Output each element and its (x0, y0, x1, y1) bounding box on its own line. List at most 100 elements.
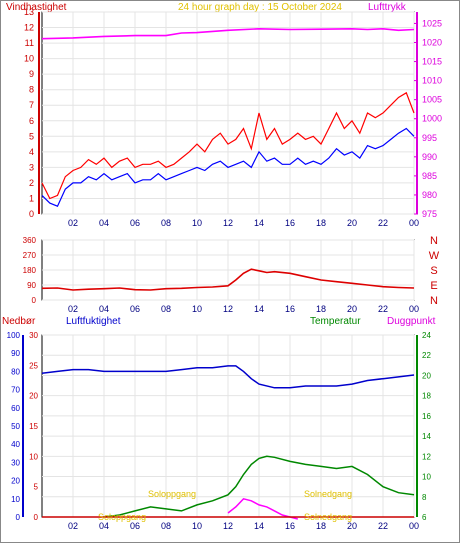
temperature-y-tick: 14 (422, 432, 431, 441)
x-tick-label: 06 (130, 304, 140, 314)
chart-title: 24 hour graph day : 15 October 2024 (178, 2, 342, 13)
pressure-y-tick: 985 (422, 171, 437, 181)
x-tick-label: 04 (99, 521, 109, 531)
rain-y-tick: 80 (11, 367, 20, 376)
pressure-y-tick: 1005 (422, 95, 442, 105)
x-tick-label: 10 (192, 521, 202, 531)
direction-y-tick: 0 (32, 296, 37, 305)
rain-y-tick: 100 (7, 331, 21, 340)
humidity-y-tick: 30 (29, 331, 38, 340)
temperature-y-tick: 20 (422, 371, 431, 380)
humidity-label: Luftfuktighet (66, 316, 121, 327)
compass-label: S (430, 265, 437, 277)
x-tick-label: 00 (409, 521, 419, 531)
x-tick-label: 14 (254, 218, 264, 228)
sunset-annotation-bottom: Solnedgang (304, 512, 352, 522)
humidity-y-tick: 25 (29, 361, 38, 370)
temperature-y-tick: 8 (422, 493, 427, 502)
rain-y-tick: 70 (11, 386, 20, 395)
pressure-y-tick: 980 (422, 190, 437, 200)
dewpoint-line (227, 497, 298, 520)
rain-y-tick: 10 (11, 495, 20, 504)
x-tick-label: 06 (130, 521, 140, 531)
wind-y-tick: 13 (24, 7, 34, 17)
x-tick-label: 20 (347, 218, 357, 228)
rain-y-tick: 50 (11, 422, 20, 431)
compass-label: N (430, 235, 438, 247)
pressure-y-tick: 1010 (422, 76, 442, 86)
pressure-y-tick: 995 (422, 133, 437, 143)
wind-speed-label: Vindhastighet (6, 2, 67, 13)
humidity-y-tick: 15 (29, 422, 38, 431)
temperature-y-tick: 22 (422, 351, 431, 360)
humidity-y-tick: 20 (29, 392, 38, 401)
x-tick-label: 02 (68, 304, 78, 314)
x-tick-label: 14 (254, 521, 264, 531)
x-tick-label: 22 (378, 304, 388, 314)
temperature-y-tick: 12 (422, 452, 431, 461)
x-tick-label: 06 (130, 218, 140, 228)
x-tick-label: 08 (161, 521, 171, 531)
x-tick-label: 02 (68, 521, 78, 531)
rain-y-tick: 90 (11, 349, 20, 358)
x-tick-label: 22 (378, 521, 388, 531)
temperature-line (103, 455, 415, 518)
wind-y-tick: 5 (29, 131, 34, 141)
wind-y-tick: 12 (24, 23, 34, 33)
x-tick-label: 12 (223, 521, 233, 531)
compass-label: N (430, 295, 438, 307)
pressure-y-tick: 1000 (422, 114, 442, 124)
wind-gust-line (41, 91, 415, 200)
pressure-line (41, 27, 415, 40)
x-tick-label: 16 (285, 521, 295, 531)
x-tick-label: 22 (378, 218, 388, 228)
x-tick-label: 02 (68, 218, 78, 228)
humidity-line (41, 365, 415, 389)
compass-label: E (430, 280, 437, 292)
wind-average-line (41, 127, 415, 207)
x-tick-label: 12 (223, 304, 233, 314)
rain-y-tick: 30 (11, 458, 20, 467)
pressure-y-tick: 1020 (422, 37, 442, 47)
wind-y-tick: 1 (29, 193, 34, 203)
sunrise-annotation: Soloppgang (148, 489, 196, 499)
wind-y-tick: 8 (29, 85, 34, 95)
temperature-y-tick: 16 (422, 412, 431, 421)
wind-y-tick: 0 (29, 209, 34, 219)
x-tick-label: 20 (347, 304, 357, 314)
direction-y-tick: 180 (23, 266, 37, 275)
humidity-y-tick: 0 (34, 513, 39, 522)
pressure-y-tick: 1025 (422, 18, 442, 28)
x-tick-label: 04 (99, 218, 109, 228)
temperature-y-tick: 6 (422, 513, 427, 522)
pressure-label: Lufttrykk (368, 2, 407, 13)
x-tick-label: 18 (316, 218, 326, 228)
x-tick-label: 08 (161, 218, 171, 228)
x-tick-label: 18 (316, 521, 326, 531)
sunset-annotation: Solnedgang (304, 489, 352, 499)
x-tick-label: 00 (409, 304, 419, 314)
wind-y-tick: 9 (29, 69, 34, 79)
rain-label: Nedbør (2, 316, 36, 327)
pressure-y-tick: 975 (422, 209, 437, 219)
wind-y-tick: 2 (29, 178, 34, 188)
wind-y-tick: 3 (29, 162, 34, 172)
x-tick-label: 10 (192, 304, 202, 314)
rain-y-tick: 40 (11, 440, 20, 449)
wind-y-tick: 11 (25, 38, 34, 48)
wind-y-tick: 6 (29, 116, 34, 126)
rain-y-tick: 60 (11, 404, 20, 413)
temperature-y-tick: 24 (422, 331, 431, 340)
dewpoint-label: Duggpunkt (387, 316, 436, 327)
wind-y-tick: 10 (24, 54, 34, 64)
x-tick-label: 00 (409, 218, 419, 228)
direction-y-tick: 90 (27, 281, 36, 290)
temperature-y-tick: 18 (422, 392, 431, 401)
sunrise-annotation-bottom: Soloppgang (98, 512, 146, 522)
wind-direction-line (41, 268, 415, 291)
temperature-y-tick: 10 (422, 473, 431, 482)
x-tick-label: 14 (254, 304, 264, 314)
direction-y-tick: 360 (23, 236, 37, 245)
temperature-label: Temperatur (310, 316, 361, 327)
rain-y-tick: 20 (11, 477, 20, 486)
